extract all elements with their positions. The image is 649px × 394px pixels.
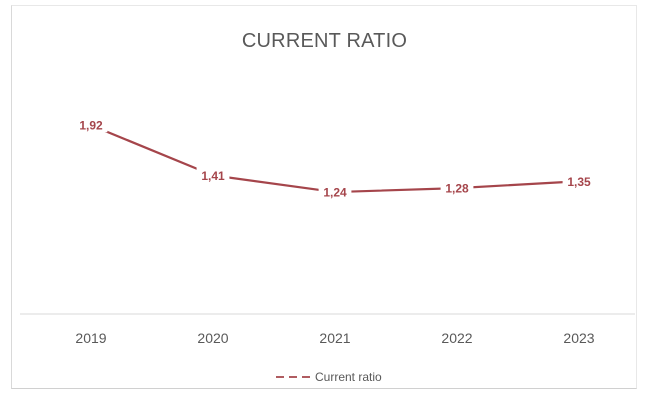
data-label: 1,92 [79, 119, 103, 133]
data-label-layer: 1,92 1,41 1,24 1,28 1,35 [74, 116, 596, 200]
x-axis: 2019 2020 2021 2022 2023 [20, 313, 635, 346]
data-label-background [440, 179, 474, 196]
data-label-background [318, 183, 352, 200]
x-tick-label: 2023 [563, 330, 594, 346]
legend-label: Current ratio [315, 370, 382, 384]
chart-title: CURRENT RATIO [241, 30, 408, 52]
data-label: 1,41 [201, 169, 225, 183]
data-label: 1,24 [323, 186, 347, 200]
data-label-background [196, 166, 230, 183]
x-tick-label: 2019 [75, 330, 106, 346]
data-label-background [74, 116, 108, 133]
data-label: 1,35 [567, 175, 591, 189]
x-tick-label: 2022 [441, 330, 472, 346]
series-line-current-ratio [90, 124, 580, 194]
x-tick-label: 2020 [197, 330, 228, 346]
legend: Current ratio [276, 370, 382, 384]
data-label: 1,28 [445, 182, 469, 196]
data-label-background [562, 172, 596, 189]
x-tick-label: 2021 [319, 330, 350, 346]
